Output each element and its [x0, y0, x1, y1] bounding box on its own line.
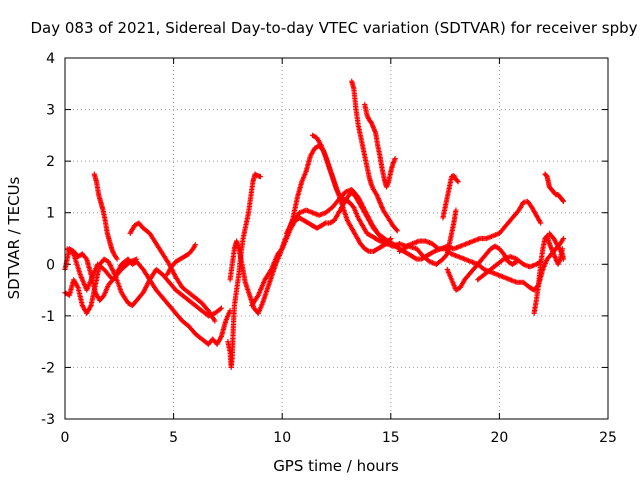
series-track-3 — [64, 246, 140, 293]
x-tick-label: 20 — [490, 430, 508, 446]
data-point — [212, 318, 218, 324]
y-tick-label: 0 — [46, 257, 55, 273]
series-layer — [62, 78, 567, 371]
data-point — [394, 243, 400, 249]
data-point — [538, 220, 544, 226]
y-tick-label: -3 — [41, 412, 55, 428]
y-tick-label: -1 — [41, 309, 55, 325]
data-point — [114, 256, 120, 262]
x-tick-label: 10 — [273, 430, 291, 446]
data-point — [413, 255, 419, 262]
series-track-7 — [225, 171, 264, 371]
series-track-2 — [62, 256, 224, 319]
series-track-4 — [91, 171, 120, 262]
series-track-1 — [62, 246, 233, 347]
data-point — [560, 198, 567, 204]
data-point — [455, 179, 461, 185]
data-point — [454, 178, 461, 184]
series-track-12 — [349, 78, 400, 234]
series-track-6 — [164, 242, 198, 278]
series-track-13 — [362, 101, 398, 190]
series-track-16 — [444, 243, 520, 293]
data-point — [453, 207, 459, 213]
series-track-11 — [310, 132, 394, 254]
data-point — [365, 248, 371, 254]
data-point — [560, 256, 567, 262]
data-point — [394, 228, 400, 234]
x-tick-label: 0 — [61, 430, 70, 446]
data-point — [134, 256, 140, 262]
data-point — [430, 249, 436, 255]
plot-frame — [64, 57, 609, 420]
x-tick-label: 25 — [599, 430, 617, 446]
data-point — [387, 236, 393, 243]
series-track-10 — [283, 186, 400, 249]
data-point — [376, 237, 382, 244]
y-tick-label: 3 — [46, 103, 55, 119]
series-track-20 — [546, 230, 567, 262]
x-axis-title: GPS time / hours — [273, 457, 399, 475]
data-point — [218, 305, 224, 311]
grid-layer — [65, 58, 608, 419]
data-point — [388, 235, 394, 242]
series-track-19 — [542, 171, 567, 204]
data-point — [392, 155, 398, 162]
chart-title: Day 083 of 2021, Sidereal Day-to-day VTE… — [30, 19, 637, 37]
data-point — [321, 221, 328, 227]
x-tick-label: 15 — [382, 430, 400, 446]
x-axis: 0 5 10 15 20 25 — [61, 58, 617, 446]
data-point — [217, 306, 223, 312]
y-tick-label: 1 — [46, 206, 55, 222]
y-tick-label: 2 — [46, 154, 55, 170]
y-axis: -3 -2 -1 0 1 2 3 4 — [41, 51, 608, 428]
y-tick-label: 4 — [46, 51, 55, 67]
series-track-14 — [396, 207, 459, 267]
data-point — [393, 227, 400, 233]
x-tick-label: 5 — [169, 430, 178, 446]
data-point — [560, 235, 567, 242]
series-track-15 — [440, 172, 461, 221]
y-axis-title: SDTVAR / TECUs — [5, 176, 23, 299]
data-point — [443, 252, 450, 258]
data-point — [257, 174, 264, 180]
y-tick-label: -2 — [41, 360, 55, 376]
data-point — [192, 242, 198, 248]
